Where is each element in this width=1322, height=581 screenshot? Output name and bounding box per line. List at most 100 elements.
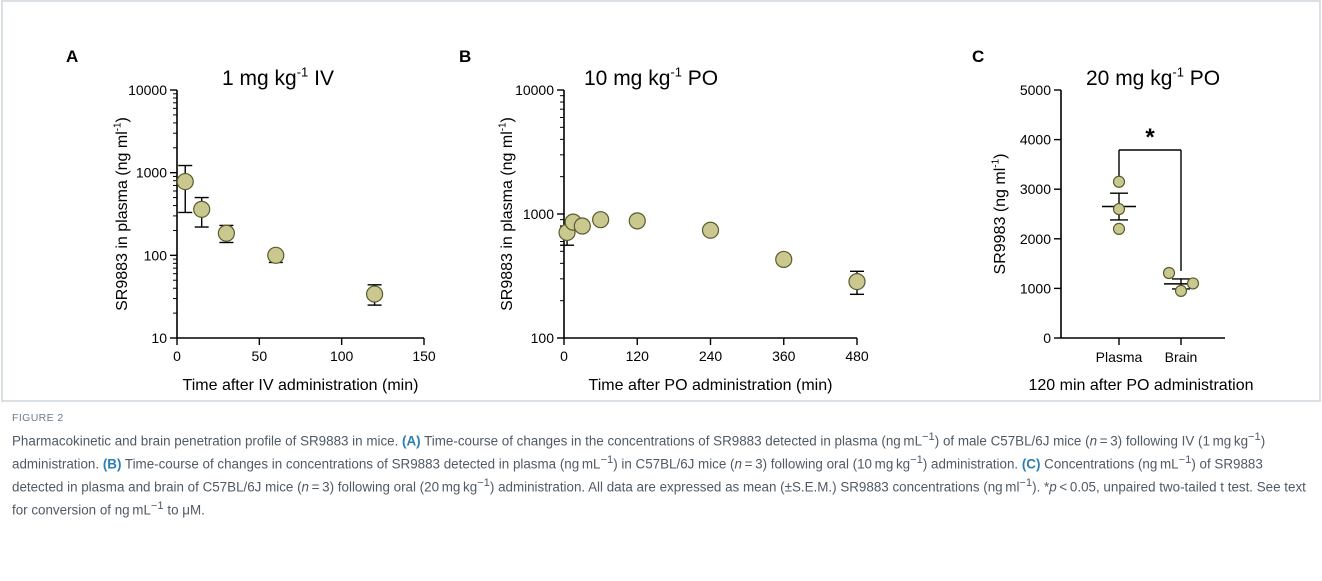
caption-segment: ) administration.	[922, 456, 1022, 472]
y-axis-label-tail: )	[499, 117, 516, 122]
y-axis-label-sup: -1	[991, 158, 1002, 167]
x-axis-label: Time after IV administration (min)	[183, 377, 419, 394]
caption-segment: Time-course of changes in concentrations…	[121, 456, 601, 472]
data-point	[193, 200, 211, 218]
chart-title-sup: -1	[670, 65, 682, 80]
y-tick-label: 0	[1043, 330, 1051, 346]
y-tick-label: 1000	[136, 165, 167, 181]
y-axis-label: SR9983 (ng ml-1)	[991, 154, 1009, 275]
chart-title: 20 mg kg-1 PO	[1086, 65, 1220, 90]
caption-segment: Concentrations (ng mL	[1040, 456, 1179, 472]
data-point	[1112, 222, 1126, 235]
y-axis-label-main: SR9883 in plasma (ng ml	[499, 131, 516, 311]
x-tick-label: 360	[772, 348, 796, 364]
x-tick-label: 150	[412, 348, 436, 364]
y-axis-label: SR9883 in plasma (ng ml-1)	[113, 117, 131, 311]
data-point	[1174, 284, 1188, 297]
data-point	[775, 250, 793, 269]
y-tick-label: 2000	[1020, 231, 1051, 247]
data-point	[628, 212, 646, 230]
y-axis-label-sup: -1	[113, 122, 124, 131]
x-tick-label: 120	[626, 348, 650, 364]
caption-segment: −1	[1248, 431, 1261, 443]
y-tick-label: 1000	[523, 206, 554, 222]
figure-border	[1, 0, 1321, 402]
y-axis-label: SR9883 in plasma (ng ml-1)	[498, 117, 516, 311]
panel-letter: B	[459, 47, 471, 66]
caption-segment: Time-course of changes in the concentrat…	[420, 433, 923, 449]
chart-title-main: 20 mg kg	[1086, 67, 1172, 90]
caption-segment: ) of male C57BL/6J mice (	[934, 433, 1090, 449]
data-point	[217, 224, 235, 242]
caption-segment: ) of SR9883 detected in plasma and brain…	[12, 456, 1263, 495]
y-axis-label-tail: )	[992, 154, 1009, 159]
chart-title: 1 mg kg-1 IV	[222, 65, 334, 90]
y-axis-label-main: SR9883 in plasma (ng ml	[114, 131, 131, 311]
caption-segment: ). *	[1032, 479, 1050, 495]
data-point	[366, 285, 384, 303]
data-point	[573, 217, 591, 235]
x-tick-label: 0	[560, 348, 568, 364]
x-tick-label: 240	[699, 348, 723, 364]
chart-title-sup: -1	[1172, 65, 1184, 80]
x-axis-label: 120 min after PO administration	[1029, 377, 1254, 394]
caption-segment: −1	[150, 499, 164, 512]
caption-segment: −1	[1019, 476, 1033, 489]
y-tick-label: 100	[531, 330, 555, 346]
y-axis-label-sup: -1	[498, 122, 509, 131]
data-point	[1186, 277, 1200, 290]
x-tick-label: 50	[252, 348, 268, 364]
x-axis-label: Time after PO administration (min)	[589, 377, 833, 394]
panel-a: A 1 mg kg-1 IV 10 100 1000 10000 0 50 100 150 Time…	[66, 47, 436, 394]
y-tick-label: 10000	[128, 82, 167, 98]
x-tick-label: 100	[330, 348, 354, 364]
x-tick-label: 480	[845, 348, 869, 364]
panel-letter: A	[66, 47, 78, 66]
figure-caption: FIGURE 2 Pharmacokinetic and brain penet…	[12, 412, 1307, 520]
caption-segment: −1	[477, 476, 490, 489]
data-point	[848, 272, 866, 291]
caption-segment: −1	[1178, 453, 1192, 466]
caption-segment: < 0.05, unpaired two-tailed t test. See …	[12, 479, 1306, 518]
x-tick-label: 0	[173, 348, 181, 364]
caption-segment: −1	[600, 453, 614, 466]
caption-segment: n	[1089, 433, 1098, 449]
panel-c: C20 mg kg-1 PO010002000300040005000Plasm…	[972, 47, 1254, 394]
caption-text: Pharmacokinetic and brain penetration pr…	[12, 428, 1307, 520]
y-tick-label: 1000	[1020, 280, 1051, 296]
caption-segment: (C)	[1021, 456, 1041, 472]
chart-title: 10 mg kg-1 PO	[584, 65, 718, 90]
caption-segment: n	[301, 479, 309, 495]
y-tick-label: 10	[151, 330, 167, 346]
caption-segment: (A)	[402, 433, 421, 449]
caption-segment: −1	[910, 453, 923, 466]
chart-title-tail: PO	[682, 67, 718, 90]
caption-segment: −1	[922, 431, 935, 443]
chart-title-tail: PO	[1184, 67, 1220, 90]
y-tick-label: 100	[144, 247, 168, 263]
significance-marker: *	[1145, 124, 1155, 151]
chart-title-main: 10 mg kg	[584, 67, 670, 90]
y-tick-label: 10000	[515, 82, 554, 98]
caption-segment: n	[734, 456, 742, 472]
caption-segment: to μM.	[163, 502, 205, 518]
figure-label: FIGURE 2	[12, 412, 64, 424]
caption-segment: Pharmacokinetic and brain penetration pr…	[12, 433, 403, 449]
data-point	[701, 221, 720, 239]
caption-segment: = 3) following IV (1 mg kg	[1097, 433, 1249, 449]
chart-title-sup: -1	[297, 65, 309, 80]
caption-segment: = 3) following oral (20 mg kg	[309, 479, 478, 495]
x-tick-label: Plasma	[1096, 349, 1143, 365]
data-point	[1112, 175, 1126, 188]
y-axis-label-main: SR9983 (ng ml	[992, 168, 1009, 275]
chart-title-tail: IV	[308, 67, 334, 90]
data-point	[592, 211, 610, 229]
panel-letter: C	[972, 47, 984, 66]
data-point	[267, 246, 285, 264]
data-point	[1112, 202, 1126, 216]
caption-segment: = 3) following oral (10 mg kg	[741, 456, 911, 472]
caption-segment: ) administration. All data are expressed…	[489, 479, 1020, 495]
caption-segment: (B)	[102, 456, 122, 472]
